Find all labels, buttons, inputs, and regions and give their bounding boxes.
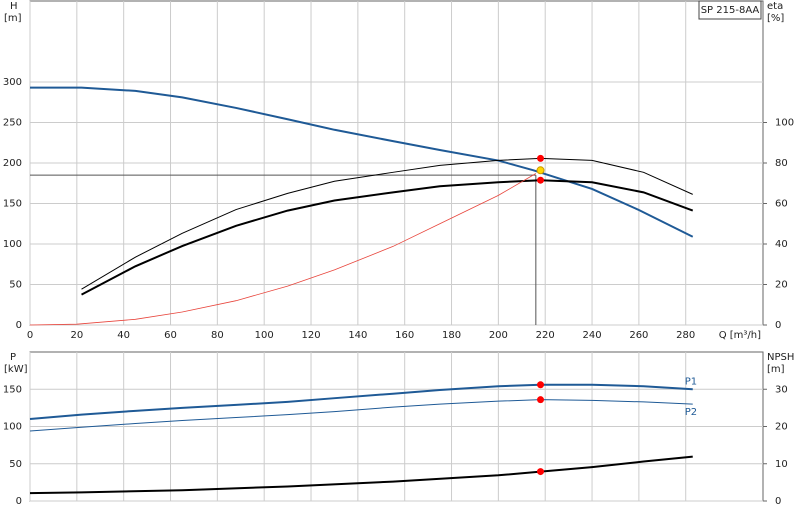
x-tick-label: 100	[255, 330, 274, 341]
y-tick-label: 200	[3, 158, 22, 169]
series-line	[29, 399, 693, 432]
x-tick-label: 40	[117, 330, 130, 341]
marker	[537, 468, 545, 476]
y2-axis-label: eta	[767, 1, 783, 12]
x-tick-label: 280	[676, 330, 695, 341]
model-label: SP 215-8AA	[701, 5, 760, 16]
x-tick-label: 240	[582, 330, 601, 341]
y2-axis-label: [%]	[767, 13, 784, 24]
y-axis-label: [kW]	[4, 364, 28, 375]
series-line	[81, 179, 694, 296]
x-tick-label: 20	[70, 330, 83, 341]
marker	[537, 154, 545, 162]
y-tick-label: 0	[16, 496, 22, 507]
y2-tick-label: 100	[775, 118, 794, 129]
series-label: P1	[685, 376, 697, 387]
x-tick-label: 140	[348, 330, 367, 341]
y-tick-label: 100	[3, 239, 22, 250]
y-tick-label: 50	[9, 459, 22, 470]
x-axis-label: Q [m³/h]	[719, 330, 761, 341]
x-tick-label: 160	[395, 330, 414, 341]
y-tick-label: 0	[16, 320, 22, 331]
x-tick-label: 200	[489, 330, 508, 341]
y2-axis-label: [m]	[767, 364, 785, 375]
y2-axis-label: NPSH	[767, 352, 794, 363]
series-line	[29, 383, 693, 421]
y2-tick-label: 20	[775, 422, 788, 433]
x-tick-label: 60	[164, 330, 177, 341]
label-box	[698, 0, 762, 20]
x-tick-label: 80	[211, 330, 224, 341]
y-tick-label: 150	[3, 384, 22, 395]
y2-tick-label: 60	[775, 199, 788, 210]
series-line	[29, 173, 537, 326]
y-tick-label: 100	[3, 422, 22, 433]
series-line	[81, 157, 693, 290]
x-tick-label: 220	[536, 330, 555, 341]
marker	[537, 381, 545, 389]
series-line	[30, 86, 694, 238]
y2-tick-label: 10	[775, 459, 788, 470]
y-axis-label: [m]	[4, 13, 22, 24]
y-axis-label: P	[10, 352, 16, 363]
y2-tick-label: 0	[775, 496, 781, 507]
y2-tick-label: 40	[775, 239, 788, 250]
marker	[537, 396, 545, 404]
y-tick-label: 250	[3, 118, 22, 129]
y-tick-label: 50	[9, 280, 22, 291]
x-tick-label: 0	[27, 330, 33, 341]
x-tick-label: 180	[442, 330, 461, 341]
x-tick-label: 120	[301, 330, 320, 341]
series-line	[29, 455, 693, 495]
marker	[537, 176, 545, 184]
y2-tick-label: 80	[775, 158, 788, 169]
y2-tick-label: 30	[775, 384, 788, 395]
y2-tick-label: 20	[775, 280, 788, 291]
x-tick-label: 260	[629, 330, 648, 341]
y2-tick-label: 0	[775, 320, 781, 331]
y-axis-label: H	[10, 1, 18, 12]
series-label: P2	[685, 407, 697, 418]
marker	[536, 166, 545, 175]
y-tick-label: 150	[3, 199, 22, 210]
y-tick-label: 300	[3, 77, 22, 88]
